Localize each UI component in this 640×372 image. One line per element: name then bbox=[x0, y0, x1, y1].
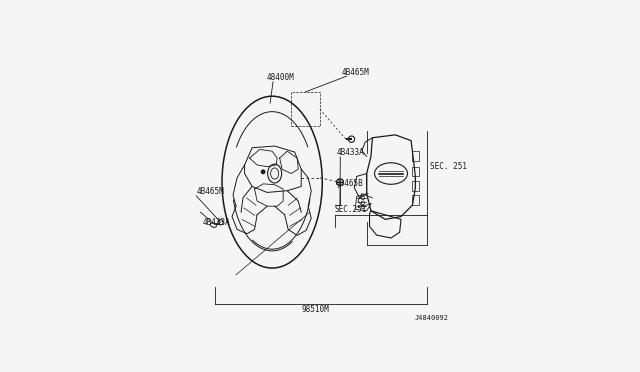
Text: SEC. 251: SEC. 251 bbox=[429, 162, 467, 171]
Circle shape bbox=[261, 170, 265, 173]
Text: 4B433A: 4B433A bbox=[337, 148, 365, 157]
Text: 48465B: 48465B bbox=[336, 179, 364, 189]
Text: 4B465M: 4B465M bbox=[196, 187, 224, 196]
Text: J4840092: J4840092 bbox=[414, 315, 448, 321]
Text: 98510M: 98510M bbox=[301, 305, 329, 314]
Text: SEC.251: SEC.251 bbox=[334, 205, 367, 214]
Text: 4B465M: 4B465M bbox=[342, 68, 369, 77]
Text: 4B433A: 4B433A bbox=[202, 218, 230, 227]
Text: 48400M: 48400M bbox=[266, 73, 294, 83]
